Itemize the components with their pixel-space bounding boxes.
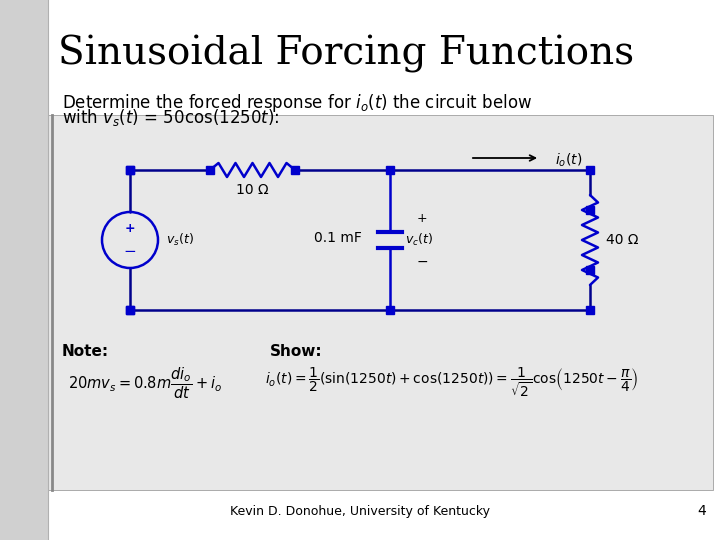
Text: +: + [125,222,135,235]
Bar [126,306,134,314]
Text: +: + [417,212,427,225]
Text: Show:: Show: [270,344,323,359]
Text: Note:: Note: [62,344,109,359]
Bar [126,166,134,174]
Text: 40 Ω: 40 Ω [606,233,639,247]
Text: $v_s(t)$: $v_s(t)$ [166,232,194,248]
Text: $20mv_s = 0.8m\dfrac{di_o}{dt} + i_o$: $20mv_s = 0.8m\dfrac{di_o}{dt} + i_o$ [68,366,222,401]
Bar [126,306,134,314]
Bar [586,266,594,274]
Bar [291,166,299,174]
Text: with $v_s(t)$ = 50cos(1250$t$):: with $v_s(t)$ = 50cos(1250$t$): [62,107,279,128]
Text: −: − [416,255,428,269]
Bar [386,306,394,314]
Text: Determine the forced response for $i_o(t)$ the circuit below: Determine the forced response for $i_o(t… [62,92,532,114]
Text: Kevin D. Donohue, University of Kentucky: Kevin D. Donohue, University of Kentucky [230,505,490,518]
Bar [586,206,594,214]
Text: $v_c(t)$: $v_c(t)$ [405,232,433,248]
Text: Sinusoidal Forcing Functions: Sinusoidal Forcing Functions [58,35,634,73]
Bar [48,115,713,490]
Bar [586,306,594,314]
Bar [126,166,134,174]
Text: 10 Ω: 10 Ω [236,183,269,197]
Text: $i_o(t) = \dfrac{1}{2}(\sin(1250t) + \cos(1250t)) = \dfrac{1}{\sqrt{2}}\cos\!\le: $i_o(t) = \dfrac{1}{2}(\sin(1250t) + \co… [265,366,639,399]
Text: 0.1 mF: 0.1 mF [314,231,362,245]
Bar [586,166,594,174]
Text: 4: 4 [697,504,706,518]
Bar [386,166,394,174]
Text: −: − [124,244,136,259]
Bar [0,0,48,540]
Bar [206,166,214,174]
Text: $i_o(t)$: $i_o(t)$ [555,151,582,168]
